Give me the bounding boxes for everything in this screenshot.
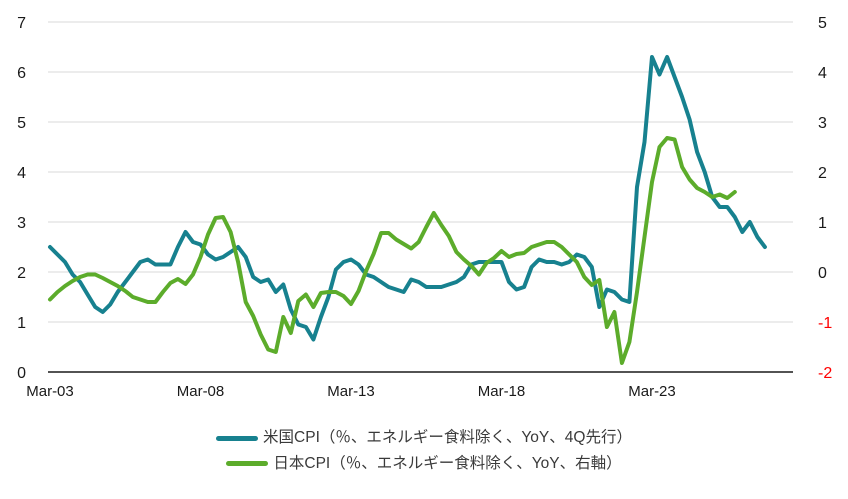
left-axis-tick-label: 6	[17, 65, 26, 82]
x-axis-tick-label: Mar-23	[628, 383, 676, 400]
us-cpi-line-swatch	[216, 435, 259, 441]
right-axis-tick-label: 1	[818, 215, 827, 232]
x-axis-tick-label: Mar-13	[327, 383, 375, 400]
left-axis-tick-label: 4	[17, 165, 26, 182]
legend-item-japan-cpi: 日本CPI（％、エネルギー食料除く、YoY、右軸）	[226, 454, 622, 474]
right-axis-tick-label: -2	[818, 365, 832, 382]
japan-cpi-line	[48, 136, 737, 365]
x-axis-tick-label: Mar-03	[26, 383, 74, 400]
left-axis-tick-label: 7	[17, 15, 26, 32]
x-axis-tick-label: Mar-08	[177, 383, 225, 400]
chart-legend: 米国CPI（％、エネルギー食料除く、YoY、4Q先行） 日本CPI（％、エネルギ…	[0, 429, 848, 473]
japan-cpi-line-swatch	[226, 461, 269, 467]
right-axis-tick-label: -1	[818, 315, 832, 332]
us-cpi-line	[48, 55, 767, 342]
left-axis-tick-label: 3	[17, 215, 26, 232]
right-axis-tick-label: 4	[818, 65, 827, 82]
left-axis-tick-label: 5	[17, 115, 26, 132]
left-axis-tick-label: 2	[17, 265, 26, 282]
legend-label-us-cpi: 米国CPI（％、エネルギー食料除く、YoY、4Q先行）	[263, 429, 632, 446]
x-axis-tick-label: Mar-18	[478, 383, 526, 400]
right-axis-tick-label: 3	[818, 115, 827, 132]
right-axis-tick-label: 0	[818, 265, 827, 282]
legend-item-us-cpi: 米国CPI（％、エネルギー食料除く、YoY、4Q先行）	[216, 429, 632, 448]
left-axis-tick-label: 0	[17, 365, 26, 382]
left-axis-tick-label: 1	[17, 315, 26, 332]
legend-label-japan-cpi: 日本CPI（％、エネルギー食料除く、YoY、右軸）	[273, 454, 622, 472]
right-axis-tick-label: 2	[818, 165, 827, 182]
right-axis-tick-label: 5	[818, 15, 827, 32]
